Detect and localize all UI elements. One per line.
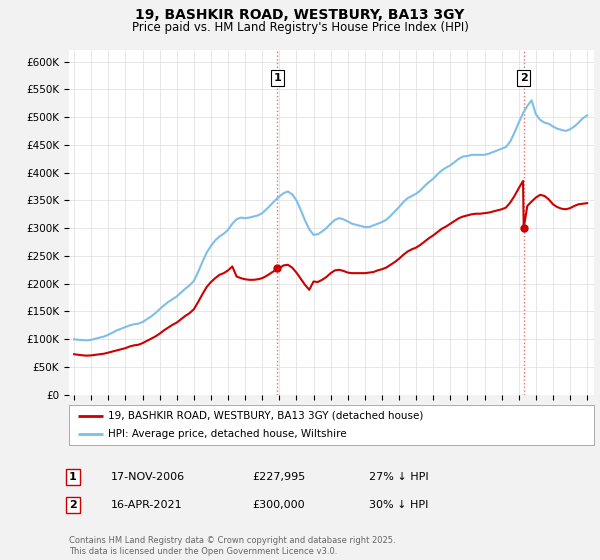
Text: 27% ↓ HPI: 27% ↓ HPI <box>369 472 428 482</box>
Text: HPI: Average price, detached house, Wiltshire: HPI: Average price, detached house, Wilt… <box>109 430 347 439</box>
Text: £227,995: £227,995 <box>252 472 305 482</box>
Text: 19, BASHKIR ROAD, WESTBURY, BA13 3GY (detached house): 19, BASHKIR ROAD, WESTBURY, BA13 3GY (de… <box>109 411 424 421</box>
Text: Price paid vs. HM Land Registry's House Price Index (HPI): Price paid vs. HM Land Registry's House … <box>131 21 469 34</box>
Text: 19, BASHKIR ROAD, WESTBURY, BA13 3GY: 19, BASHKIR ROAD, WESTBURY, BA13 3GY <box>136 8 464 22</box>
Text: 1: 1 <box>69 472 77 482</box>
Text: 16-APR-2021: 16-APR-2021 <box>111 500 182 510</box>
Text: 30% ↓ HPI: 30% ↓ HPI <box>369 500 428 510</box>
Text: 2: 2 <box>69 500 77 510</box>
Text: 17-NOV-2006: 17-NOV-2006 <box>111 472 185 482</box>
Text: 1: 1 <box>274 73 281 83</box>
Text: £300,000: £300,000 <box>252 500 305 510</box>
Text: Contains HM Land Registry data © Crown copyright and database right 2025.
This d: Contains HM Land Registry data © Crown c… <box>69 536 395 556</box>
Text: 2: 2 <box>520 73 527 83</box>
